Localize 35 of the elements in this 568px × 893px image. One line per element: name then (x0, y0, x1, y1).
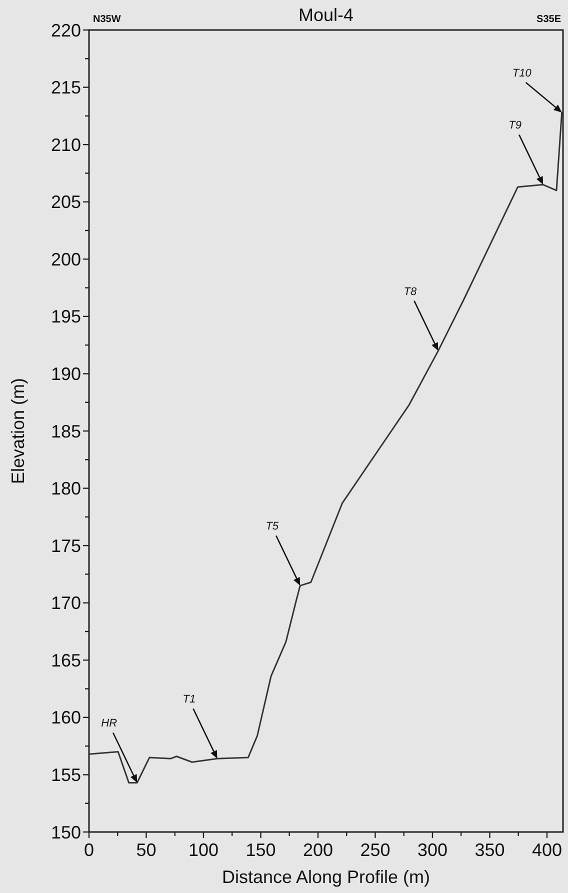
annotation: HR (101, 718, 118, 730)
y-tick-label: 215 (50, 78, 81, 98)
y-tick-label: 170 (50, 593, 81, 614)
chart-title: Moul-4 (298, 5, 354, 25)
y-tick-label: 220 (50, 20, 81, 40)
y-tick-label: 205 (50, 192, 81, 212)
annotation: T1 (182, 694, 196, 706)
x-tick-label: 400 (532, 840, 562, 860)
y-tick-label: 165 (50, 650, 81, 670)
y-tick-label: 160 (50, 708, 81, 728)
x-tick-label: 100 (188, 840, 219, 860)
text: N35W (93, 14, 122, 25)
x-tick-label: 150 (246, 840, 276, 860)
x-tick-label: 0 (84, 840, 94, 860)
text: S35E (536, 14, 562, 25)
y-tick-label: 210 (50, 134, 81, 155)
y-tick-label: 150 (50, 822, 81, 842)
annotation: T8 (404, 286, 418, 298)
y-axis-title: Elevation (m) (8, 378, 28, 484)
y-tick-label: 175 (50, 536, 81, 556)
annotation: T10 (512, 67, 532, 80)
annotation: T9 (508, 120, 522, 132)
x-tick-label: 350 (474, 840, 505, 860)
y-tick-label: 195 (50, 306, 81, 327)
y-tick-label: 200 (50, 249, 81, 270)
x-tick-label: 300 (417, 840, 448, 860)
x-axis-title: Distance Along Profile (m) (222, 867, 430, 887)
y-tick-label: 155 (50, 765, 81, 786)
x-tick-label: 200 (302, 840, 334, 860)
y-tick-label: 180 (50, 478, 81, 499)
x-tick-label: 50 (136, 840, 156, 860)
y-tick-label: 190 (50, 364, 81, 384)
y-tick-label: 185 (50, 421, 81, 442)
x-tick-label: 250 (360, 840, 390, 860)
annotation: T5 (266, 520, 280, 533)
